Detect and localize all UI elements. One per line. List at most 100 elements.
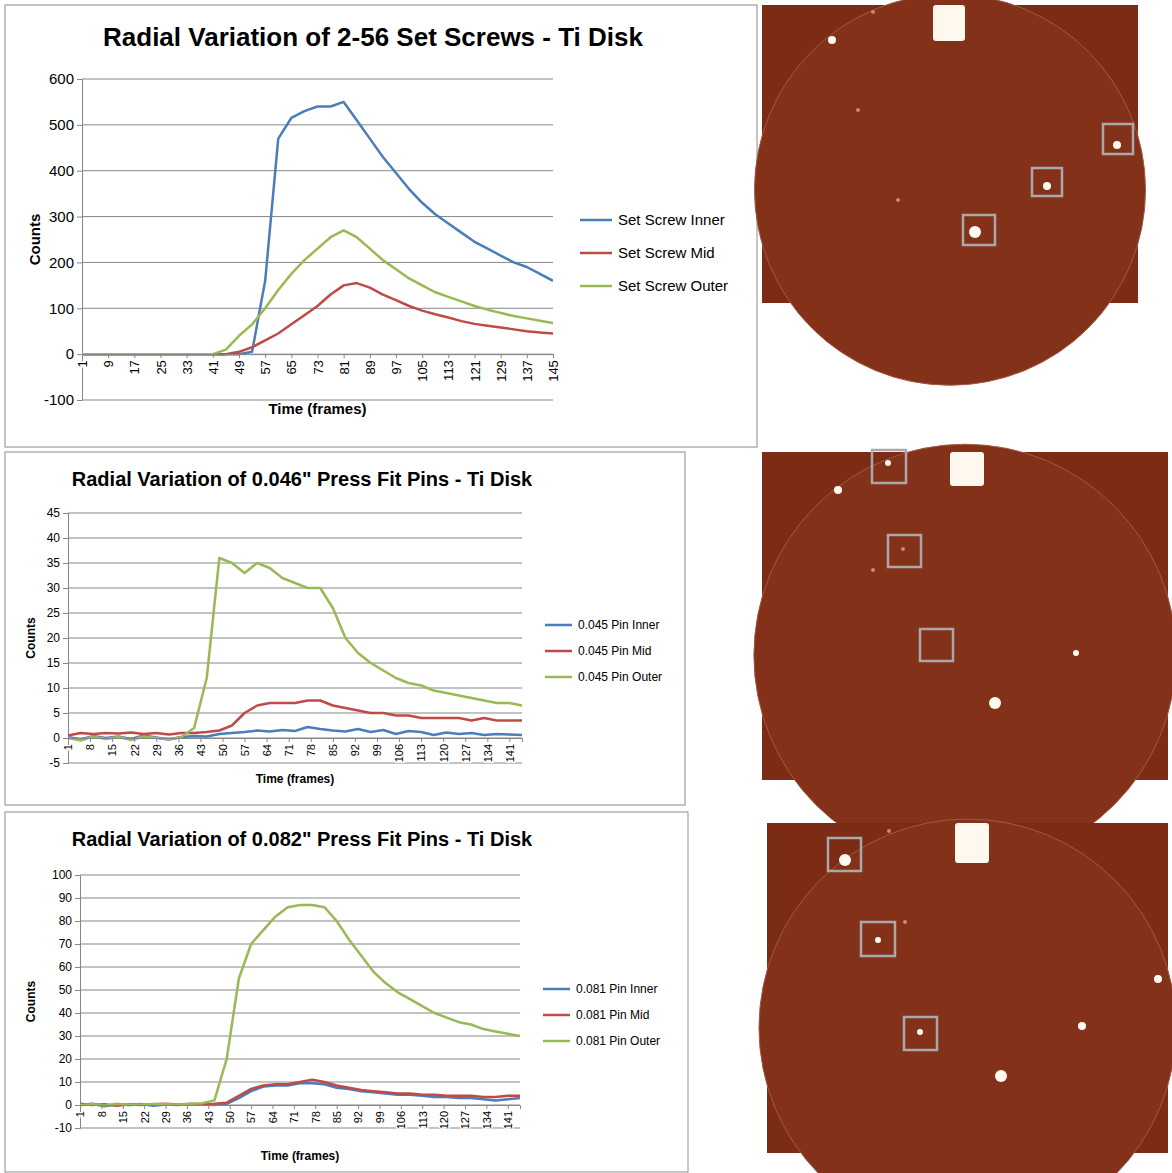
- hot-spot: [896, 198, 900, 202]
- tick-mark: [501, 354, 502, 358]
- panel-frame: [5, 5, 757, 447]
- tick: 97: [389, 354, 404, 374]
- tick: 43: [195, 738, 207, 756]
- tick-mark: [187, 354, 188, 358]
- thermal-image: [759, 819, 1172, 1173]
- legend-label: Set Screw Inner: [618, 211, 725, 228]
- grid-line: [68, 538, 522, 539]
- grid-line: [80, 875, 520, 876]
- legend-swatch: [545, 650, 572, 653]
- tick: 5: [53, 706, 68, 720]
- grid-line: [80, 990, 520, 991]
- tick: 106: [395, 1105, 407, 1129]
- tick: 30: [59, 1029, 80, 1043]
- grid-line: [82, 124, 553, 125]
- grid-line: [68, 763, 522, 764]
- x-axis-title: Time (frames): [268, 400, 366, 417]
- tick-mark: [123, 1105, 124, 1109]
- series-line: [68, 558, 522, 741]
- tick-mark: [311, 738, 312, 742]
- tick-mark: [161, 354, 162, 358]
- series-line: [82, 102, 553, 354]
- grid-line: [68, 563, 522, 564]
- hot-spot: [917, 1029, 923, 1035]
- tick-label: 127: [460, 744, 472, 762]
- grid: [82, 79, 553, 400]
- tick: 25: [154, 354, 169, 374]
- region-box: [888, 535, 921, 567]
- tick: 0: [53, 731, 68, 745]
- tick-label: 80: [59, 914, 73, 928]
- tick-mark: [63, 738, 68, 739]
- tick-label: 29: [151, 744, 163, 756]
- tick-mark: [75, 1105, 80, 1106]
- tick-mark: [77, 217, 82, 218]
- chart-panel: -100010020030040050060019172533414957657…: [5, 5, 757, 447]
- tick: 29: [160, 1105, 172, 1123]
- tick-label: 57: [245, 1111, 257, 1123]
- tick: 0: [66, 345, 82, 362]
- grid-line: [68, 663, 522, 664]
- tick-mark: [487, 738, 488, 742]
- tick-mark: [75, 967, 80, 968]
- y-axis-title: Counts: [24, 981, 38, 1023]
- tick-mark: [75, 944, 80, 945]
- tick: 49: [232, 354, 247, 374]
- tick: 100: [52, 868, 80, 882]
- region-box: [904, 1017, 937, 1050]
- tick: 50: [59, 983, 80, 997]
- tick: 22: [129, 738, 141, 756]
- tick: 45: [47, 506, 68, 520]
- tick: 85: [327, 738, 339, 756]
- grid: [68, 513, 522, 763]
- tick-mark: [486, 1105, 487, 1109]
- hot-spot: [856, 108, 860, 112]
- tick-label: 89: [363, 360, 378, 374]
- tick: 20: [59, 1052, 80, 1066]
- tick-mark: [63, 538, 68, 539]
- tick-mark: [80, 1105, 81, 1109]
- tick-mark: [134, 354, 135, 358]
- tick-label: 49: [232, 360, 247, 374]
- tick-label: 9: [101, 360, 116, 367]
- tick-label: 85: [327, 744, 339, 756]
- disk-outline: [754, 0, 1145, 385]
- tick-label: 141: [502, 1111, 514, 1129]
- tick-mark: [77, 171, 82, 172]
- tick-label: 50: [224, 1111, 236, 1123]
- tick-mark: [63, 613, 68, 614]
- tick-mark: [82, 354, 83, 358]
- tick-label: 92: [349, 744, 361, 756]
- tick: -5: [49, 756, 68, 770]
- legend-label: 0.081 Pin Outer: [576, 1034, 660, 1048]
- tick-label: 141: [504, 744, 516, 762]
- tick-mark: [90, 738, 91, 742]
- region-box: [920, 629, 953, 661]
- legend-label: 0.081 Pin Mid: [576, 1008, 649, 1022]
- tick-mark: [443, 738, 444, 742]
- tick-mark: [75, 921, 80, 922]
- tick-label: 1: [75, 360, 90, 367]
- hot-spot: [871, 10, 875, 14]
- tick: 127: [460, 738, 472, 762]
- tick-label: 1: [74, 1111, 86, 1117]
- tick: 57: [245, 1105, 257, 1123]
- tick: 71: [288, 1105, 300, 1123]
- tick-mark: [101, 1105, 102, 1109]
- tick-mark: [508, 1105, 509, 1109]
- tick: 10: [59, 1075, 80, 1089]
- series-line: [82, 283, 553, 354]
- tick-label: 57: [258, 360, 273, 374]
- tick: 141: [502, 1105, 514, 1129]
- tick-label: 500: [49, 116, 74, 133]
- legend-swatch: [580, 252, 612, 255]
- panel-frame: [5, 452, 685, 805]
- axis-line: [75, 876, 81, 1129]
- tick-label: 40: [47, 531, 61, 545]
- y-axis: -5051015202530354045: [47, 506, 69, 770]
- tick-label: 100: [49, 300, 74, 317]
- grid-line: [82, 79, 553, 80]
- tick: 15: [106, 738, 118, 756]
- tick-label: 78: [305, 744, 317, 756]
- tick-mark: [156, 738, 157, 742]
